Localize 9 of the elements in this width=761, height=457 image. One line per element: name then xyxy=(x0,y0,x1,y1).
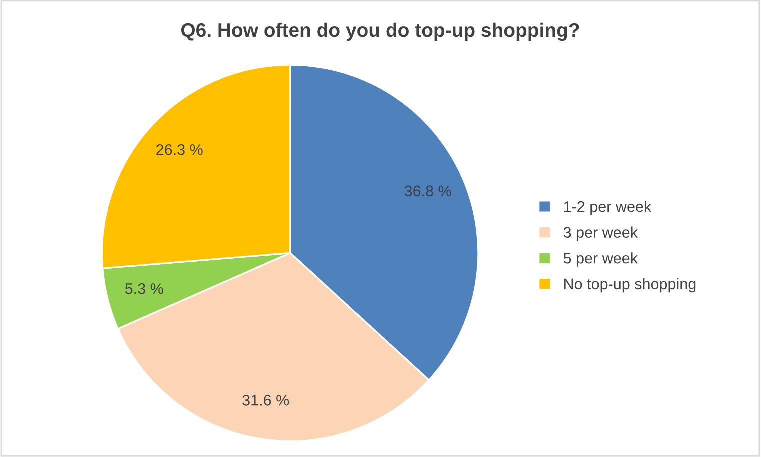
data-label: 5.3 % xyxy=(125,283,164,294)
data-label: 26.3 % xyxy=(156,144,203,156)
data-label: 36.8 % xyxy=(404,186,452,197)
legend-label: 3 per week xyxy=(564,226,638,242)
legend-label: 5 per week xyxy=(564,252,638,267)
legend-label: 1-2 per week xyxy=(564,201,652,216)
legend-label: No top-up shopping xyxy=(564,278,696,293)
chart-title: Q6. How often do you do top-up shopping? xyxy=(182,22,580,42)
data-label: 31.6 % xyxy=(242,394,290,406)
